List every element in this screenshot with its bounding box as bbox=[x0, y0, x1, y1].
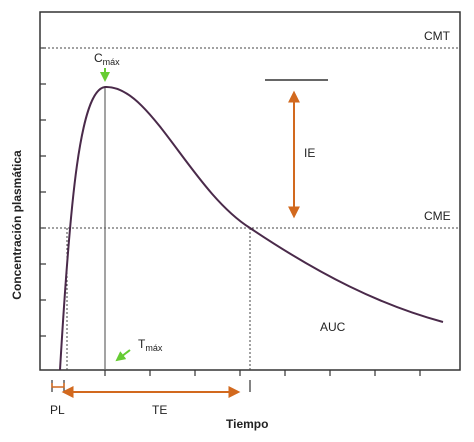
tmax-sub: máx bbox=[145, 343, 163, 353]
y-ticks bbox=[40, 47, 46, 337]
tmax-main: T bbox=[138, 337, 146, 351]
concentration-curve bbox=[59, 85, 444, 371]
x-axis-label: Tiempo bbox=[226, 417, 268, 431]
y-axis-label: Concentración plasmática bbox=[10, 150, 24, 300]
te-label: TE bbox=[152, 403, 167, 417]
cme-label: CME bbox=[424, 209, 451, 223]
pl-label: PL bbox=[50, 403, 65, 417]
auc-label: AUC bbox=[320, 320, 346, 334]
cmax-sub: máx bbox=[103, 57, 121, 67]
tmax-arrow bbox=[115, 349, 131, 362]
x-ticks bbox=[51, 370, 421, 392]
cmax-main: C bbox=[94, 51, 103, 65]
cmt-label: CMT bbox=[424, 29, 451, 43]
ie-label: IE bbox=[304, 146, 315, 160]
pl-bracket bbox=[51, 383, 65, 388]
tmax-label: Tmáx bbox=[138, 337, 163, 353]
cmax-label: Cmáx bbox=[94, 51, 120, 67]
